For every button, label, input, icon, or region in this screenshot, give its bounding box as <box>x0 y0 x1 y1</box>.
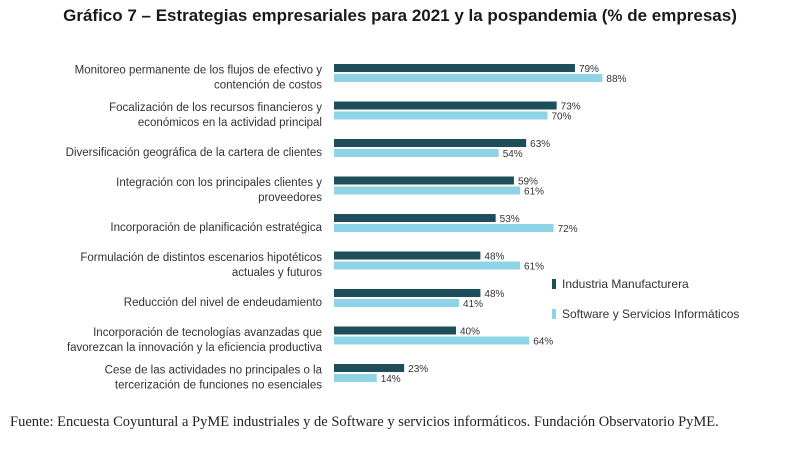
category-label: Monitoreo permanente de los flujos de ef… <box>75 65 323 92</box>
bar-industria <box>334 176 514 185</box>
value-label: 14% <box>381 374 401 385</box>
category-label: Cese de las actividades no principales o… <box>105 365 323 392</box>
value-label: 48% <box>484 252 504 263</box>
legend-label: Software y Servicios Informáticos <box>562 307 739 321</box>
bar-industria <box>334 139 527 147</box>
value-label: 23% <box>408 364 428 375</box>
value-label: 70% <box>552 112 572 123</box>
value-label: 48% <box>484 289 504 300</box>
value-label: 73% <box>561 102 581 113</box>
chart-title: Gráfico 7 – Estrategias empresariales pa… <box>63 6 737 25</box>
category-label: Focalización de los recursos financieros… <box>109 102 322 129</box>
legend-swatch <box>552 309 556 319</box>
source-note: Fuente: Encuesta Coyuntural a PyME indus… <box>10 414 719 430</box>
category-label: Integración con los principales clientes… <box>116 177 322 204</box>
legend-label: Industria Manufacturera <box>562 277 689 291</box>
value-label: 72% <box>558 224 578 235</box>
bar-chart: Monitoreo permanente de los flujos de ef… <box>66 64 739 392</box>
bar-software <box>334 336 530 345</box>
value-label: 79% <box>579 64 599 75</box>
category-label: Incorporación de tecnologías avanzadas q… <box>67 327 323 354</box>
bar-industria <box>334 364 405 372</box>
bar-industria <box>334 326 456 335</box>
value-label: 61% <box>524 187 544 198</box>
value-label: 54% <box>503 149 523 160</box>
bar-software <box>334 374 377 382</box>
value-label: 41% <box>463 299 483 310</box>
value-label: 88% <box>606 74 626 85</box>
bar-industria <box>334 214 496 222</box>
legend-swatch <box>552 279 556 289</box>
bar-industria <box>334 289 481 297</box>
bar-software <box>334 74 603 82</box>
bar-industria <box>334 101 557 110</box>
value-label: 61% <box>524 262 544 273</box>
bar-software <box>334 186 521 195</box>
value-label: 63% <box>530 139 550 150</box>
bar-software <box>334 111 548 120</box>
value-label: 53% <box>500 214 520 225</box>
bar-industria <box>334 64 575 72</box>
category-label: Reducción del nivel de endeudamiento <box>124 297 322 309</box>
bar-software <box>334 224 554 232</box>
category-label: Diversificación geográfica de la cartera… <box>66 147 323 159</box>
category-label: Incorporación de planificación estratégi… <box>110 222 322 234</box>
bar-software <box>334 261 521 270</box>
value-label: 59% <box>518 177 538 188</box>
value-label: 40% <box>460 327 480 338</box>
bar-software <box>334 149 499 157</box>
bar-software <box>334 299 460 307</box>
value-label: 64% <box>533 337 553 348</box>
bar-industria <box>334 251 481 260</box>
category-label: Formulación de distintos escenarios hipo… <box>80 252 322 279</box>
